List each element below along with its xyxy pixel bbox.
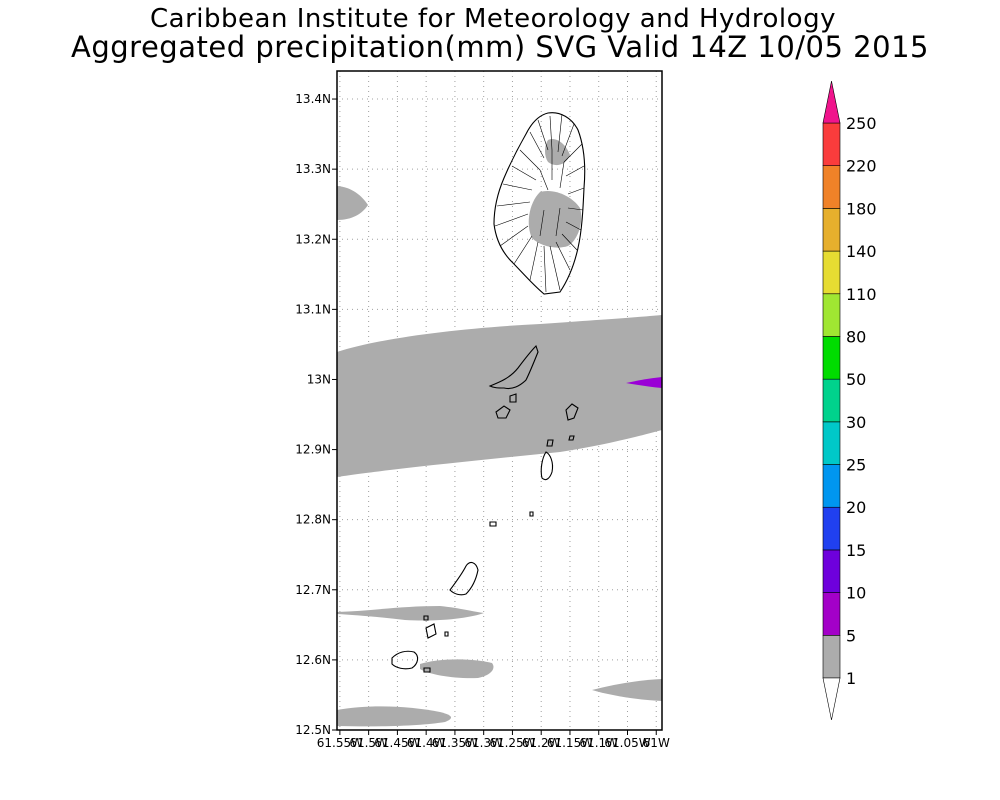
title-line-1: Caribbean Institute for Meteorology and … xyxy=(150,4,836,34)
island-small-5 xyxy=(489,521,497,527)
precip-area-southeast xyxy=(592,679,662,701)
lon-tick-label: 61.4W xyxy=(407,736,446,750)
island-small-8 xyxy=(423,615,429,621)
island-small-4 xyxy=(568,435,575,441)
colorbar-label: 80 xyxy=(846,327,866,346)
island-small-1 xyxy=(495,405,511,419)
island-small-6 xyxy=(529,511,534,517)
lat-tick-label: 12.9N xyxy=(295,443,331,457)
colorbar-label: 140 xyxy=(846,242,877,261)
lon-tick-label: 61.45W xyxy=(374,736,420,750)
colorbar-bin xyxy=(822,250,841,295)
canouan-outline xyxy=(540,451,554,481)
lon-tick-label: 61.2W xyxy=(522,736,561,750)
latitude-labels: 13.4N 13.3N 13.2N 13.1N 13N 12.9N 12.8N 12.7N 12… xyxy=(295,92,337,737)
colorbar-label: 250 xyxy=(846,114,877,133)
bequia-outline xyxy=(488,344,539,390)
grenada-north-outline xyxy=(391,650,419,670)
colorbar-label: 110 xyxy=(846,285,877,304)
longitude-labels: 61.55W61.5W61.45W61.4W61.35W61.3W61.25W6… xyxy=(317,730,670,750)
colorbar-label: 10 xyxy=(846,584,866,603)
lat-tick-label: 13.3N xyxy=(295,162,331,176)
precip-area-band-central xyxy=(337,315,662,477)
island-small-9 xyxy=(444,631,449,637)
precipitation-areas xyxy=(337,138,662,727)
lon-tick-label: 61.25W xyxy=(489,736,535,750)
colorbar-label: 180 xyxy=(846,199,877,218)
colorbar-top-arrow xyxy=(822,80,841,124)
st-vincent-outline xyxy=(493,112,586,295)
colorbar-bin xyxy=(822,208,841,252)
lon-tick-label: 61.05W xyxy=(604,736,650,750)
colorbar-bin xyxy=(822,592,841,636)
lon-tick-label: 61.1W xyxy=(579,736,618,750)
lat-tick-label: 12.7N xyxy=(295,583,331,597)
colorbar-bin xyxy=(822,464,841,508)
lat-tick-label: 12.5N xyxy=(295,723,331,737)
colorbar-label: 25 xyxy=(846,456,866,475)
precip-area-5-10mm xyxy=(626,377,662,388)
island-small-3 xyxy=(546,439,554,447)
lat-tick-label: 13.1N xyxy=(295,302,331,316)
precip-area-west-blob xyxy=(337,186,368,220)
precip-area-grenadines-streak xyxy=(337,606,484,621)
lon-tick-label: 61W xyxy=(643,736,670,750)
carriacou-outline xyxy=(449,561,479,596)
colorbar-bin xyxy=(822,293,841,337)
colorbar-bin xyxy=(822,122,841,166)
colorbar-bin xyxy=(822,421,841,465)
title-line-2: Aggregated precipitation(mm) SVG Valid 1… xyxy=(71,30,929,64)
lon-tick-label: 61.5W xyxy=(349,736,388,750)
lat-tick-label: 13.4N xyxy=(295,92,331,106)
precip-area-southwest xyxy=(337,706,452,727)
colorbar-bottom-arrow xyxy=(822,677,841,721)
colorbar-bin xyxy=(822,165,841,209)
precip-area-st-vincent-center xyxy=(528,190,582,248)
lon-tick-label: 61.15W xyxy=(547,736,593,750)
lon-tick-label: 61.3W xyxy=(464,736,503,750)
precip-area-st-vincent-north xyxy=(545,138,570,166)
colorbar-bin xyxy=(822,378,841,423)
colorbar-bin xyxy=(822,549,841,593)
island-small-7 xyxy=(425,623,437,639)
lon-tick-label: 61.55W xyxy=(317,736,363,750)
lon-tick-label: 61.35W xyxy=(432,736,478,750)
lat-tick-label: 12.6N xyxy=(295,653,331,667)
colorbar-label: 15 xyxy=(846,541,866,560)
colorbar-bin xyxy=(822,506,841,551)
colorbar-bin xyxy=(822,635,841,679)
map-border xyxy=(336,70,663,731)
coastlines xyxy=(391,112,586,673)
colorbar-bin xyxy=(822,336,841,380)
st-vincent-watersheds xyxy=(494,113,585,293)
colorbar-label: 1 xyxy=(846,669,856,688)
colorbar-label: 20 xyxy=(846,498,866,517)
lat-tick-label: 13N xyxy=(307,372,331,386)
colorbar-label: 50 xyxy=(846,370,866,389)
colorbar-label: 220 xyxy=(846,157,877,176)
mustique-outline xyxy=(565,403,579,421)
colorbar-label: 30 xyxy=(846,413,866,432)
island-small-2 xyxy=(509,393,517,403)
island-small-10 xyxy=(423,667,431,673)
lat-tick-label: 13.2N xyxy=(295,232,331,246)
map-frame xyxy=(336,70,663,731)
lat-tick-label: 12.8N xyxy=(295,513,331,527)
colorbar-label: 5 xyxy=(846,626,856,645)
precip-area-grenadines-south xyxy=(420,659,494,679)
